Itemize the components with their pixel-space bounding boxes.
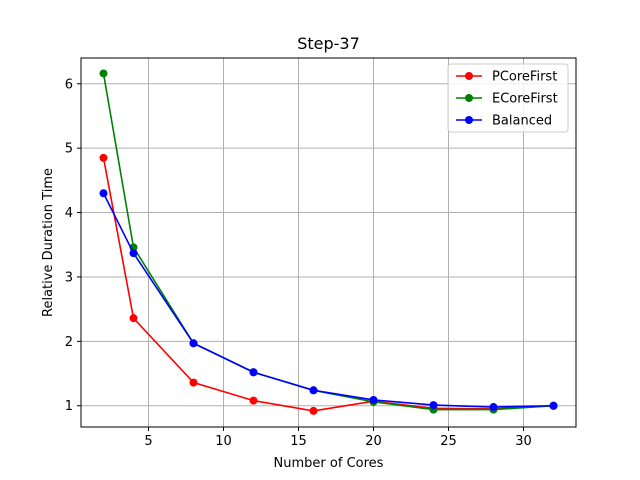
x-tick-label: 30 [515, 434, 532, 449]
legend-box [447, 63, 569, 133]
data-point [309, 406, 318, 415]
y-tick-label: 5 [65, 142, 73, 157]
y-tick-label: 2 [65, 335, 73, 350]
data-point [99, 153, 108, 162]
y-axis-label: Relative Duration Time [41, 168, 56, 317]
ticks: 5 10 15 20 25 30 1 2 3 4 5 6 [65, 77, 532, 449]
legend-item-balanced: Balanced [456, 114, 552, 129]
legend-label: Balanced [492, 114, 552, 129]
data-point [369, 395, 378, 404]
legend-marker [465, 94, 473, 102]
y-tick-label: 6 [65, 77, 73, 92]
plot-frame [80, 57, 577, 428]
legend-marker [465, 72, 473, 80]
data-point [189, 378, 198, 387]
x-tick-label: 20 [365, 434, 382, 449]
legend-label: ECoreFirst [492, 92, 558, 107]
data-point [249, 368, 258, 377]
legend-item-pcorefirst: PCoreFirst [456, 70, 557, 85]
legend: PCoreFirst ECoreFirst Balanced [447, 63, 569, 133]
x-tick-label: 5 [144, 434, 152, 449]
data-point [249, 396, 258, 405]
legend-label: PCoreFirst [492, 70, 557, 85]
data-point [309, 386, 318, 395]
x-tick-label: 10 [215, 434, 232, 449]
data-point [99, 69, 108, 78]
y-tick-label: 4 [65, 206, 73, 221]
data-point [489, 403, 498, 412]
grid [81, 58, 576, 427]
series-balanced [99, 189, 558, 412]
series-layer [99, 69, 558, 415]
data-point [99, 189, 108, 198]
x-axis-label: Number of Cores [274, 456, 384, 471]
data-point [549, 401, 558, 410]
data-point [429, 401, 438, 410]
chart-title: Step-37 [297, 34, 360, 53]
y-tick-label: 3 [65, 270, 73, 285]
x-tick-label: 25 [440, 434, 457, 449]
legend-item-ecorefirst: ECoreFirst [456, 92, 558, 107]
data-point [129, 314, 138, 323]
data-point [189, 339, 198, 348]
data-point [129, 249, 138, 258]
legend-marker [465, 116, 473, 124]
y-tick-label: 1 [65, 399, 73, 414]
x-tick-label: 15 [290, 434, 307, 449]
